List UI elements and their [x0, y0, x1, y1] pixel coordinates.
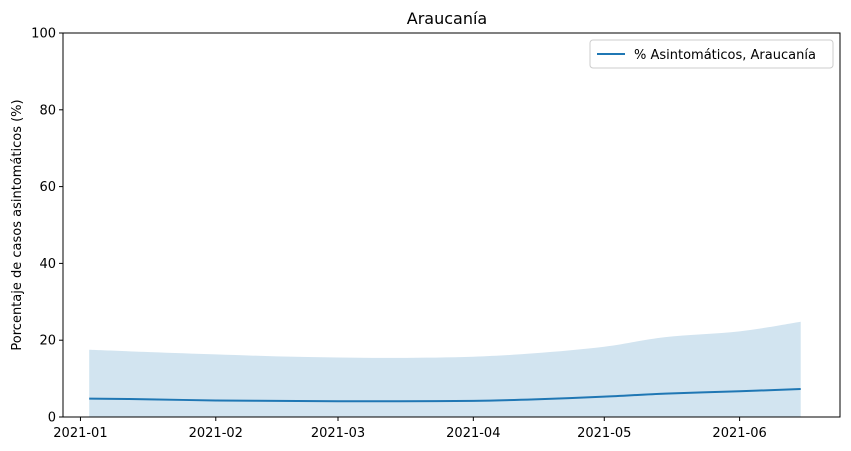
- x-tick-label: 2021-04: [446, 426, 500, 441]
- y-axis-label: Porcentaje de casos asintomáticos (%): [10, 99, 25, 350]
- legend-label: % Asintomáticos, Araucanía: [634, 48, 816, 63]
- legend-box: [589, 39, 834, 69]
- x-tick-label: 2021-05: [577, 426, 631, 441]
- legend: % Asintomáticos, Araucanía: [589, 39, 834, 69]
- y-tick-label: 80: [39, 103, 56, 118]
- x-axis: 2021-01 2021-02 2021-03 2021-04 2021-05 2021-…: [53, 417, 767, 441]
- x-tick-label: 2021-06: [712, 426, 766, 441]
- y-tick-label: 40: [39, 257, 56, 272]
- x-tick-label: 2021-03: [311, 426, 365, 441]
- y-tick-label: 100: [31, 27, 56, 42]
- y-tick-label: 0: [48, 411, 56, 426]
- y-axis: 0 20 40 60 80 100: [31, 27, 63, 426]
- plot-frame: [62, 32, 841, 418]
- confidence-band: [89, 321, 801, 417]
- x-tick-label: 2021-01: [53, 426, 107, 441]
- y-tick-label: 60: [39, 180, 56, 195]
- series-line: [89, 387, 801, 403]
- plot-area: [89, 321, 801, 417]
- chart-title: Araucanía: [407, 9, 487, 28]
- y-tick-label: 20: [39, 334, 56, 349]
- x-tick-label: 2021-02: [189, 426, 243, 441]
